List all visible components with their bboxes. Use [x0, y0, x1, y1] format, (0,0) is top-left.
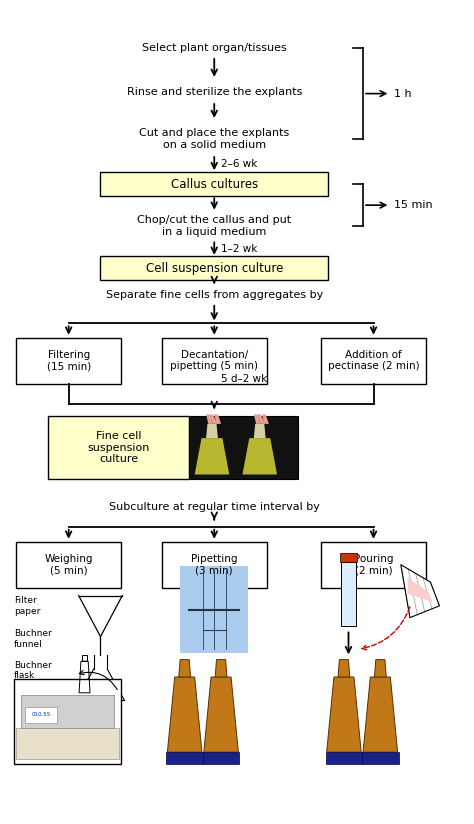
Bar [341, 562, 356, 625]
Bar [14, 679, 121, 764]
Text: Weighing
(5 min): Weighing (5 min) [45, 554, 93, 575]
Text: Select plant organ/tissues: Select plant organ/tissues [142, 43, 287, 53]
Text: Chop/cut the callus and put
in a liquid medium: Chop/cut the callus and put in a liquid … [137, 215, 292, 237]
Polygon shape [195, 438, 229, 475]
Text: Separate fine cells from aggregates by: Separate fine cells from aggregates by [106, 290, 323, 300]
Polygon shape [254, 414, 261, 424]
Polygon shape [179, 659, 191, 677]
Text: Addition of
pectinase (2 min): Addition of pectinase (2 min) [328, 349, 419, 372]
Bar [340, 553, 356, 562]
Text: Subculture at regular time interval by: Subculture at regular time interval by [109, 502, 319, 512]
FancyBboxPatch shape [162, 541, 266, 588]
Bar [26, 707, 57, 723]
Polygon shape [401, 564, 439, 618]
FancyBboxPatch shape [321, 338, 426, 383]
Text: 5 d–2 wk: 5 d–2 wk [221, 374, 267, 384]
Polygon shape [327, 677, 361, 752]
FancyBboxPatch shape [48, 416, 189, 480]
Bar [362, 752, 399, 764]
Polygon shape [408, 578, 433, 602]
FancyBboxPatch shape [16, 338, 121, 383]
Text: Pouring
(2 min): Pouring (2 min) [354, 554, 393, 575]
Text: Fine cell
suspension
culture: Fine cell suspension culture [88, 431, 150, 464]
FancyBboxPatch shape [100, 256, 328, 280]
Text: Filter
paper: Filter paper [14, 596, 40, 616]
Text: Callus cultures: Callus cultures [171, 178, 258, 190]
Text: Pipetting
(3 min): Pipetting (3 min) [191, 554, 237, 575]
Bar [180, 566, 248, 653]
Text: 1 h: 1 h [394, 89, 411, 99]
Polygon shape [262, 414, 269, 424]
Polygon shape [204, 677, 238, 752]
FancyBboxPatch shape [162, 338, 266, 383]
Text: 15 min: 15 min [394, 200, 433, 210]
Text: Filtering
(15 min): Filtering (15 min) [46, 349, 91, 372]
Text: Decantation/
pipetting (5 min): Decantation/ pipetting (5 min) [170, 349, 258, 372]
Text: 1–2 wk: 1–2 wk [221, 244, 257, 254]
Polygon shape [363, 677, 398, 752]
Bar [203, 752, 239, 764]
Bar [189, 416, 299, 480]
Text: Buchner
funnel: Buchner funnel [14, 630, 52, 648]
Bar [326, 752, 362, 764]
Polygon shape [206, 424, 218, 438]
Text: Cell suspension culture: Cell suspension culture [146, 261, 283, 274]
Text: Cut and place the explants
on a solid medium: Cut and place the explants on a solid me… [139, 129, 289, 150]
Polygon shape [243, 438, 277, 475]
Polygon shape [257, 414, 265, 424]
Bar [16, 728, 118, 759]
Polygon shape [215, 659, 227, 677]
Bar [82, 655, 87, 661]
Text: 010.55: 010.55 [32, 713, 51, 718]
Polygon shape [209, 414, 218, 424]
FancyBboxPatch shape [321, 541, 426, 588]
Polygon shape [206, 414, 213, 424]
Polygon shape [338, 659, 350, 677]
Polygon shape [254, 424, 265, 438]
FancyBboxPatch shape [100, 172, 328, 196]
Text: Rinse and sterilize the explants: Rinse and sterilize the explants [127, 87, 302, 96]
FancyBboxPatch shape [16, 541, 121, 588]
Polygon shape [374, 659, 386, 677]
Polygon shape [167, 677, 202, 752]
Bar [166, 752, 203, 764]
Text: Buchner
flask: Buchner flask [14, 661, 52, 681]
Text: 2–6 wk: 2–6 wk [221, 158, 257, 169]
Bar [21, 695, 114, 728]
Polygon shape [214, 414, 221, 424]
